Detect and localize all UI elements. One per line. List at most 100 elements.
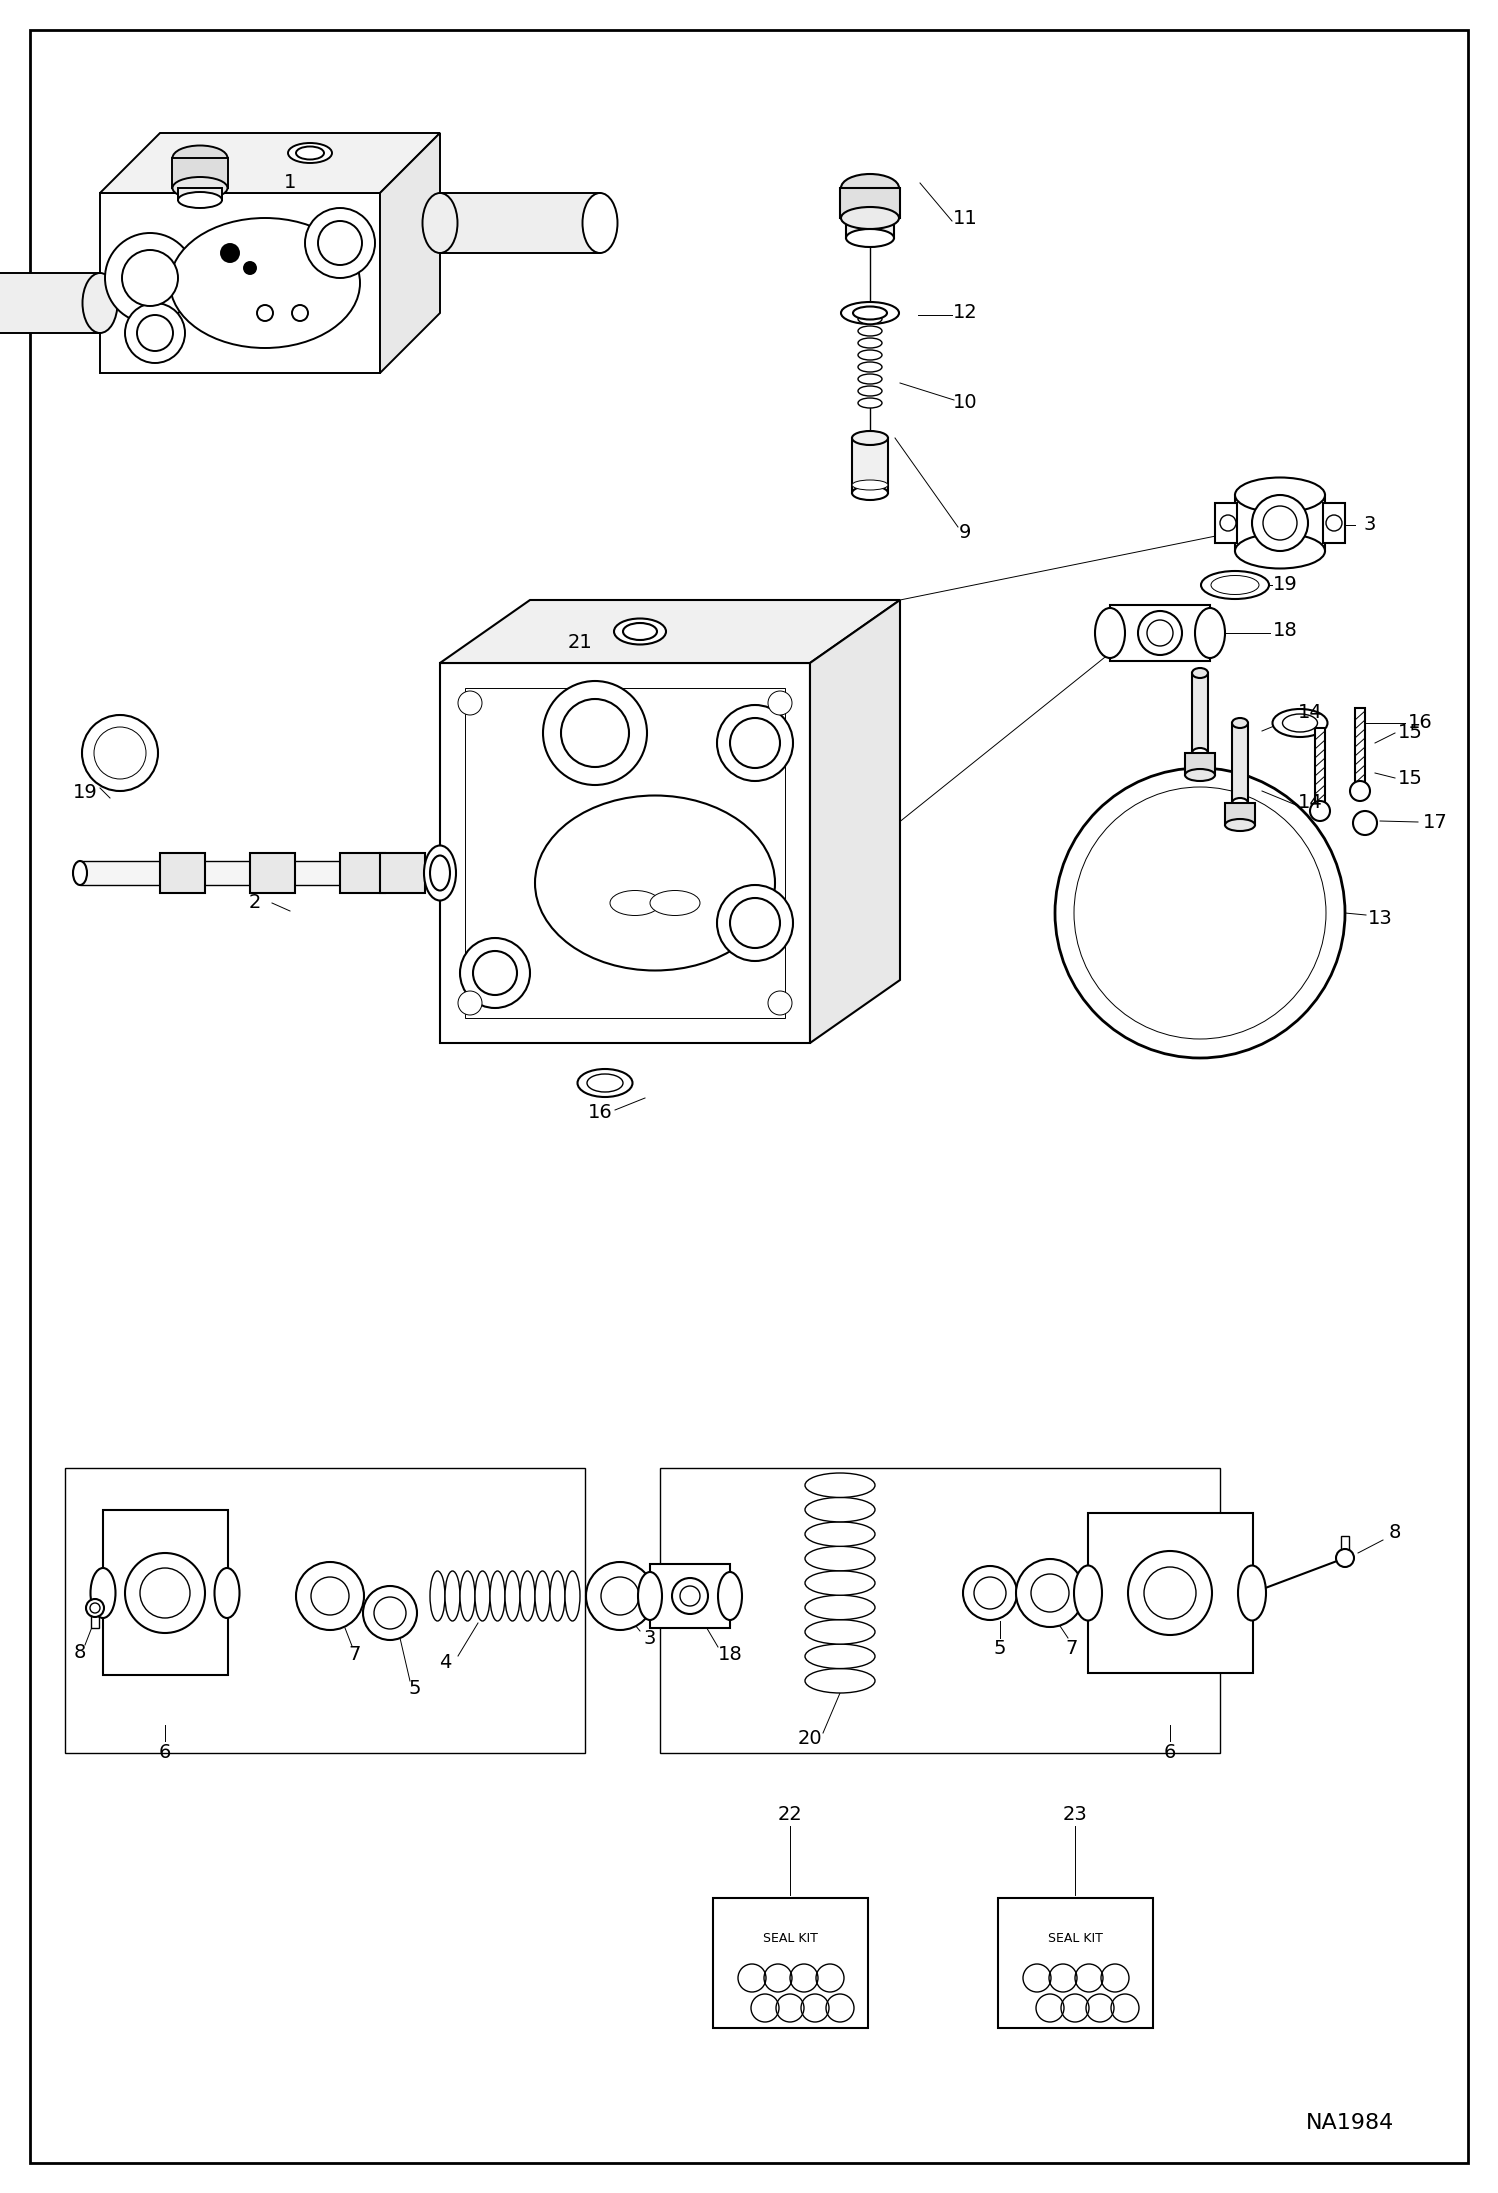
Ellipse shape bbox=[804, 1570, 875, 1594]
Text: 1: 1 bbox=[283, 173, 297, 193]
Ellipse shape bbox=[1074, 1566, 1103, 1621]
Ellipse shape bbox=[172, 145, 228, 171]
Circle shape bbox=[139, 1568, 190, 1618]
Bar bbox=[1323, 502, 1345, 544]
Ellipse shape bbox=[804, 1594, 875, 1621]
Bar bbox=[1356, 708, 1365, 783]
Ellipse shape bbox=[852, 307, 887, 320]
Ellipse shape bbox=[82, 272, 117, 333]
Ellipse shape bbox=[422, 193, 457, 252]
Bar bbox=[1088, 1513, 1252, 1673]
Ellipse shape bbox=[1234, 478, 1326, 513]
Circle shape bbox=[963, 1566, 1017, 1621]
Text: 3: 3 bbox=[644, 1629, 656, 1647]
Text: 20: 20 bbox=[798, 1728, 822, 1748]
Text: 16: 16 bbox=[587, 1103, 613, 1123]
Ellipse shape bbox=[535, 796, 774, 971]
Circle shape bbox=[730, 717, 780, 768]
Ellipse shape bbox=[433, 862, 446, 886]
Circle shape bbox=[458, 691, 482, 715]
Bar bbox=[1234, 496, 1326, 550]
Circle shape bbox=[105, 232, 195, 322]
Text: SEAL KIT: SEAL KIT bbox=[762, 1932, 818, 1945]
Bar bbox=[998, 1897, 1153, 2029]
Circle shape bbox=[1219, 515, 1236, 531]
Bar bbox=[91, 1607, 99, 1627]
Ellipse shape bbox=[445, 1570, 460, 1621]
Text: 19: 19 bbox=[1273, 575, 1297, 594]
Ellipse shape bbox=[1192, 669, 1207, 678]
Circle shape bbox=[458, 991, 482, 1015]
Text: 22: 22 bbox=[777, 1805, 803, 1825]
Circle shape bbox=[124, 1553, 205, 1634]
Text: 5: 5 bbox=[409, 1678, 421, 1697]
Text: 9: 9 bbox=[959, 524, 971, 542]
Bar bbox=[852, 439, 888, 493]
Ellipse shape bbox=[804, 1522, 875, 1546]
Ellipse shape bbox=[1272, 708, 1327, 737]
Bar bbox=[1315, 728, 1326, 803]
Ellipse shape bbox=[587, 1075, 623, 1092]
Ellipse shape bbox=[1201, 570, 1269, 599]
Ellipse shape bbox=[1185, 770, 1215, 781]
Ellipse shape bbox=[583, 193, 617, 252]
Ellipse shape bbox=[1231, 717, 1248, 728]
Ellipse shape bbox=[846, 228, 894, 248]
Text: 8: 8 bbox=[73, 1643, 87, 1662]
Circle shape bbox=[1031, 1575, 1070, 1612]
Ellipse shape bbox=[858, 386, 882, 397]
Ellipse shape bbox=[840, 303, 899, 325]
Circle shape bbox=[1147, 621, 1173, 647]
Ellipse shape bbox=[460, 1570, 475, 1621]
Polygon shape bbox=[0, 272, 100, 333]
Ellipse shape bbox=[505, 1570, 520, 1621]
Polygon shape bbox=[380, 134, 440, 373]
Ellipse shape bbox=[638, 1572, 662, 1621]
Ellipse shape bbox=[804, 1546, 875, 1570]
Text: SEAL KIT: SEAL KIT bbox=[1047, 1932, 1103, 1945]
Circle shape bbox=[90, 1603, 100, 1614]
Text: 14: 14 bbox=[1297, 704, 1323, 721]
Bar bbox=[340, 853, 385, 893]
Ellipse shape bbox=[858, 327, 882, 336]
Ellipse shape bbox=[1225, 818, 1255, 831]
Circle shape bbox=[85, 1599, 103, 1616]
Polygon shape bbox=[100, 134, 440, 193]
Ellipse shape bbox=[169, 217, 360, 349]
Circle shape bbox=[244, 261, 256, 274]
Ellipse shape bbox=[614, 618, 667, 645]
Circle shape bbox=[222, 243, 240, 261]
Text: 19: 19 bbox=[72, 783, 97, 803]
Ellipse shape bbox=[430, 855, 449, 890]
Ellipse shape bbox=[623, 623, 658, 640]
Bar bbox=[250, 853, 295, 893]
Ellipse shape bbox=[858, 338, 882, 349]
Bar bbox=[661, 1467, 1219, 1752]
Text: NA1984: NA1984 bbox=[1306, 2114, 1395, 2134]
Ellipse shape bbox=[858, 375, 882, 384]
Text: 21: 21 bbox=[568, 634, 592, 654]
Circle shape bbox=[136, 316, 172, 351]
Ellipse shape bbox=[858, 397, 882, 408]
Bar bbox=[380, 853, 425, 893]
Circle shape bbox=[768, 991, 792, 1015]
Circle shape bbox=[768, 691, 792, 715]
Bar bbox=[1215, 502, 1237, 544]
Ellipse shape bbox=[840, 173, 899, 202]
Text: 15: 15 bbox=[1398, 724, 1423, 743]
Ellipse shape bbox=[172, 178, 228, 200]
Ellipse shape bbox=[1210, 575, 1258, 594]
Bar bbox=[713, 1897, 867, 2029]
Text: 18: 18 bbox=[718, 1645, 743, 1664]
Bar bbox=[1110, 605, 1210, 660]
Circle shape bbox=[473, 952, 517, 996]
Circle shape bbox=[292, 305, 309, 320]
Circle shape bbox=[586, 1561, 655, 1629]
Ellipse shape bbox=[178, 193, 222, 208]
Circle shape bbox=[1144, 1568, 1195, 1618]
Ellipse shape bbox=[490, 1570, 505, 1621]
Text: 6: 6 bbox=[1164, 1743, 1176, 1763]
Text: 5: 5 bbox=[993, 1638, 1007, 1658]
Bar bbox=[1231, 724, 1248, 803]
Polygon shape bbox=[440, 662, 810, 1044]
